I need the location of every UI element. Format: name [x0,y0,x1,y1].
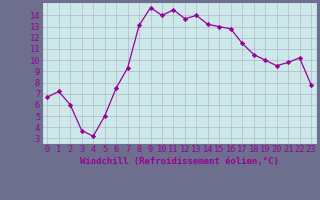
X-axis label: Windchill (Refroidissement éolien,°C): Windchill (Refroidissement éolien,°C) [80,157,279,166]
